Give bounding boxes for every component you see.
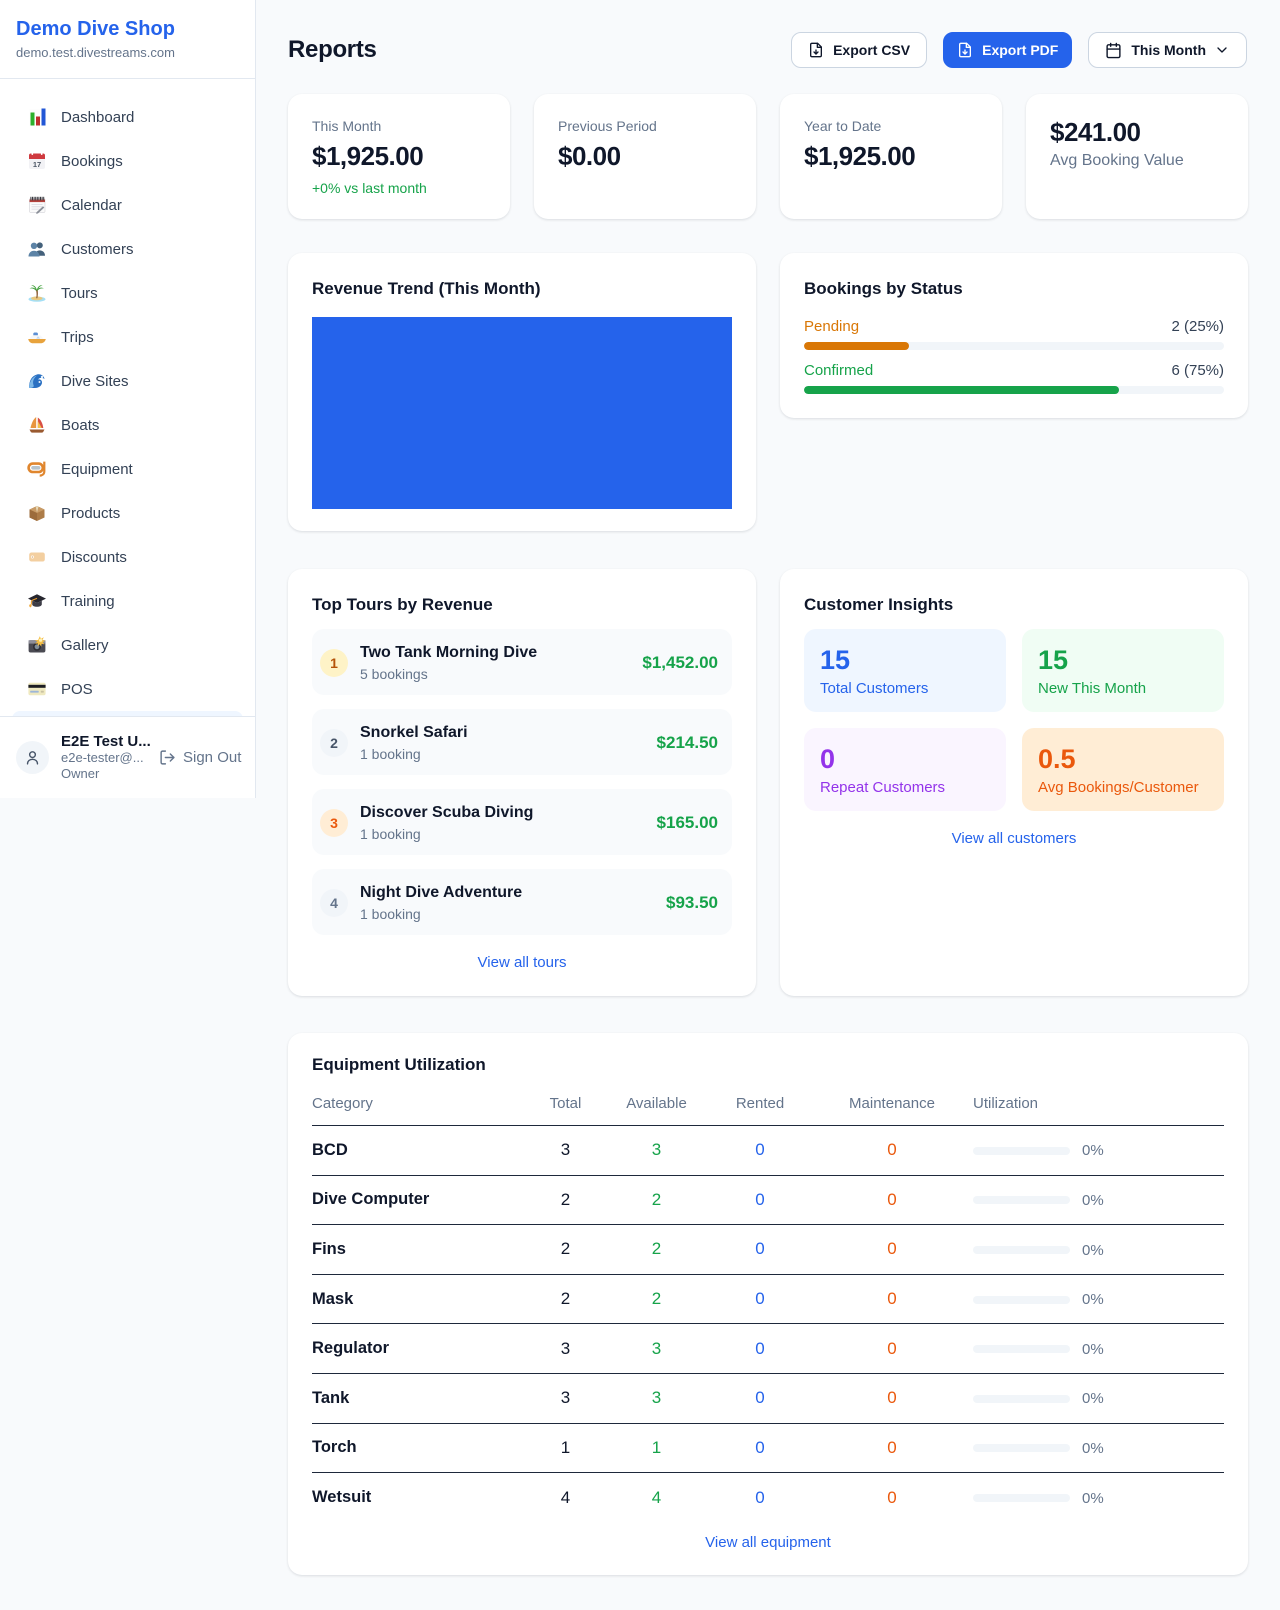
svg-text:17: 17: [33, 160, 41, 169]
